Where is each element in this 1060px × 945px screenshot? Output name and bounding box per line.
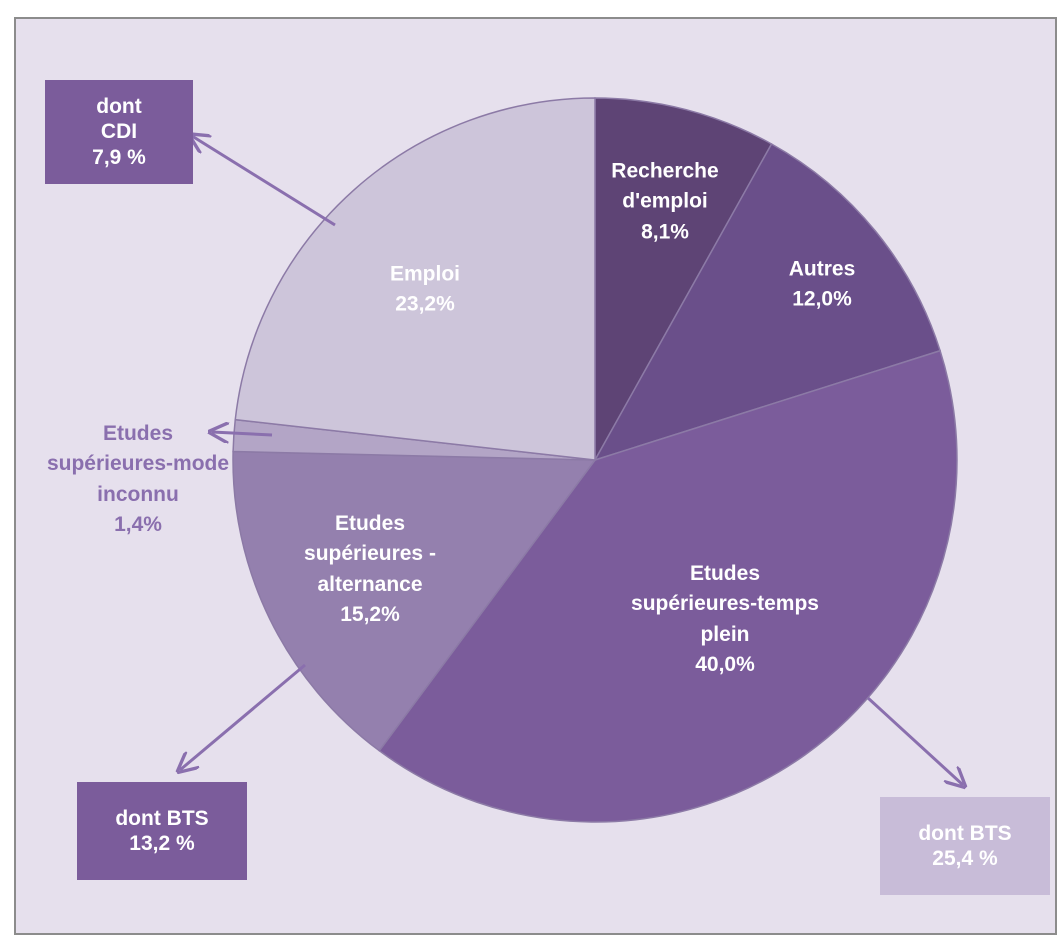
pie xyxy=(232,97,958,823)
value-label: 12,0% xyxy=(792,288,852,311)
value-label: 40,0% xyxy=(695,653,755,677)
annotation-box: dont CDI 7,9 % xyxy=(45,80,193,184)
annotation-value: 13,2 % xyxy=(129,832,195,855)
arrow xyxy=(180,663,306,770)
slice-label: Recherche d'emploi 8,1% xyxy=(585,156,745,247)
slice-label: Autres 12,0% xyxy=(767,255,877,316)
value-label: 1,4% xyxy=(114,513,162,537)
category-label: Etudes supérieures-temps plein xyxy=(631,562,819,646)
value-label: 8,1% xyxy=(641,220,689,244)
annotation-value: 25,4 % xyxy=(932,847,998,870)
arrows xyxy=(180,136,963,785)
annotation-text: dont BTS xyxy=(115,806,209,830)
value-label: 23,2% xyxy=(395,293,455,316)
slice-label: Etudes supérieures-temps plein 40,0% xyxy=(630,559,820,681)
arrow xyxy=(866,696,963,785)
slice-label: Etudes supérieures-mode inconnu 1,4% xyxy=(43,419,233,541)
category-label: Etudes supérieures - alternance xyxy=(304,512,436,596)
arrow xyxy=(212,432,273,435)
annotation-box: dont BTS 13,2 % xyxy=(77,782,247,880)
annotation-box: dont BTS 25,4 % xyxy=(880,797,1050,895)
pie-slice xyxy=(593,142,942,462)
category-label: Recherche d'emploi xyxy=(611,159,719,213)
category-label: Autres xyxy=(788,257,856,281)
annotation-text: dont BTS xyxy=(918,821,1012,845)
pie-slice xyxy=(378,349,958,823)
annotation-value: 7,9 % xyxy=(92,145,146,169)
value-label: 15,2% xyxy=(340,603,400,627)
slice-label: Emploi 23,2% xyxy=(365,260,485,321)
pie-slice xyxy=(234,97,596,461)
pie-slice xyxy=(594,97,773,463)
slice-label: Etudes supérieures - alternance 15,2% xyxy=(275,509,465,631)
annotation-text: dont CDI xyxy=(96,95,142,144)
arrow xyxy=(192,136,336,227)
category-label: Emploi xyxy=(389,262,460,286)
pie-slice xyxy=(232,450,597,752)
category-label: Etudes supérieures-mode inconnu xyxy=(46,422,230,506)
